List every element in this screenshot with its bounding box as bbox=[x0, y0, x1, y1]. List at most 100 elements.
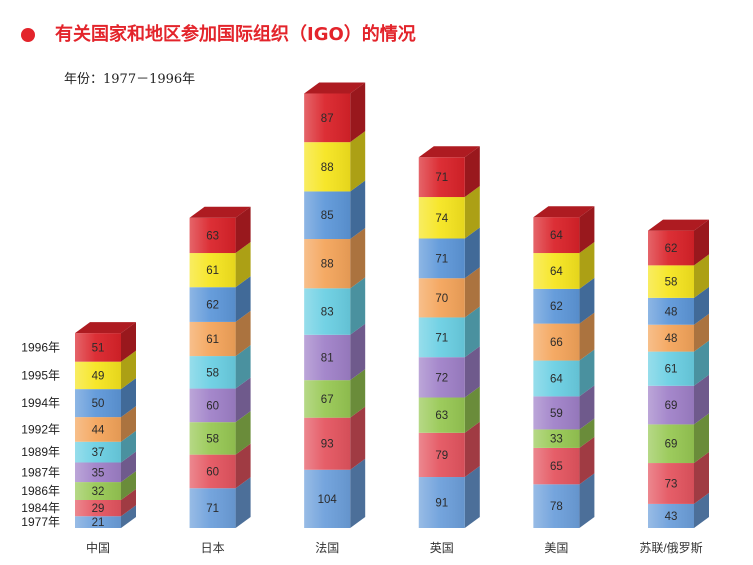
bar-segment-side bbox=[464, 227, 480, 279]
value-label: 87 bbox=[321, 113, 334, 125]
value-label: 58 bbox=[206, 367, 219, 379]
year-label: 1986年 bbox=[21, 484, 60, 498]
bar-segment-side bbox=[579, 242, 595, 289]
value-label: 58 bbox=[206, 433, 219, 445]
value-label: 91 bbox=[435, 498, 448, 510]
bar-segment-side bbox=[350, 228, 366, 289]
value-label: 83 bbox=[321, 307, 334, 319]
value-label: 93 bbox=[321, 439, 334, 451]
value-label: 72 bbox=[435, 372, 448, 384]
title-row: 有关国家和地区参加国际组织（IGO）的情况 bbox=[21, 23, 416, 47]
value-label: 63 bbox=[435, 410, 448, 422]
value-labels: 21 29 32 35 37 44 50 49 51 71 60 58 60 58 61 62 61 63 104 9… bbox=[92, 113, 678, 529]
value-label: 71 bbox=[435, 253, 448, 265]
category-label: 英国 bbox=[430, 541, 454, 555]
bar-segment-side bbox=[121, 489, 136, 517]
value-label: 66 bbox=[550, 337, 563, 349]
bar-stack bbox=[75, 322, 136, 528]
bar-segment-side bbox=[121, 378, 136, 418]
value-label: 88 bbox=[321, 162, 334, 174]
category-axis-labels: 中国 日本 法国 英国 美国 苏联/俄罗斯 bbox=[86, 540, 703, 555]
value-label: 51 bbox=[92, 342, 105, 354]
category-label: 苏联/俄罗斯 bbox=[639, 541, 702, 555]
year-label: 1987年 bbox=[21, 465, 60, 479]
chart-title: 有关国家和地区参加国际组织（IGO）的情况 bbox=[55, 24, 416, 45]
bar-segment-side bbox=[350, 369, 366, 418]
bar-segment-side bbox=[235, 411, 251, 455]
year-label: 1996年 bbox=[21, 340, 60, 354]
value-label: 48 bbox=[665, 306, 678, 318]
bar-stacks bbox=[75, 82, 709, 528]
bar-segment-side bbox=[235, 377, 251, 423]
bar-gloss bbox=[533, 217, 580, 528]
value-label: 65 bbox=[550, 461, 563, 473]
value-label: 61 bbox=[665, 364, 678, 376]
value-label: 58 bbox=[665, 277, 678, 289]
bullet-dot-icon bbox=[21, 28, 35, 42]
value-label: 37 bbox=[92, 447, 105, 459]
bar-segment-side bbox=[694, 219, 709, 266]
bar-segment-side bbox=[694, 340, 709, 386]
year-label: 1994年 bbox=[21, 396, 60, 410]
value-label: 70 bbox=[435, 293, 448, 305]
value-label: 63 bbox=[206, 230, 219, 242]
year-label: 1992年 bbox=[21, 422, 60, 436]
bar-segment-side bbox=[694, 286, 709, 325]
value-label: 33 bbox=[550, 434, 563, 446]
category-label: 日本 bbox=[201, 541, 225, 555]
value-label: 32 bbox=[92, 486, 105, 498]
value-label: 59 bbox=[550, 408, 563, 420]
bar-segment-side bbox=[464, 306, 480, 358]
bar-segment-side bbox=[579, 473, 595, 528]
bar-segment-side bbox=[350, 82, 366, 143]
value-label: 44 bbox=[92, 424, 105, 436]
bar-segment-side bbox=[235, 206, 251, 254]
value-label: 61 bbox=[206, 334, 219, 346]
value-label: 73 bbox=[665, 478, 678, 490]
value-label: 104 bbox=[318, 494, 338, 506]
value-label: 21 bbox=[92, 517, 105, 529]
value-label: 64 bbox=[550, 373, 563, 385]
bar-segment-side bbox=[121, 350, 136, 390]
value-label: 60 bbox=[206, 400, 219, 412]
bar-segment-side bbox=[121, 451, 136, 483]
bar-segment-side bbox=[694, 374, 709, 425]
value-label: 62 bbox=[206, 300, 219, 312]
bar-top-face bbox=[304, 82, 366, 94]
value-label: 64 bbox=[550, 230, 563, 242]
bar-segment-side bbox=[350, 323, 366, 381]
value-label: 79 bbox=[435, 450, 448, 462]
value-label: 81 bbox=[321, 352, 334, 364]
bar-segment-side bbox=[579, 206, 595, 254]
bar-segment-side bbox=[235, 477, 251, 528]
bar-segment-side bbox=[464, 267, 480, 318]
bar-segment-side bbox=[350, 180, 366, 240]
bar-segment-side bbox=[579, 418, 595, 448]
bar-segment-side bbox=[121, 406, 136, 442]
year-label: 1995年 bbox=[21, 368, 60, 382]
bar-segment-side bbox=[235, 345, 251, 389]
category-label: 中国 bbox=[86, 540, 110, 555]
bar-stack bbox=[648, 219, 709, 528]
bar-segment-side bbox=[694, 413, 709, 464]
value-label: 67 bbox=[321, 394, 334, 406]
value-label: 48 bbox=[665, 333, 678, 345]
bar-gloss bbox=[75, 333, 121, 528]
bar-stack bbox=[418, 146, 480, 528]
bar-segment-side bbox=[579, 277, 595, 324]
value-label: 50 bbox=[92, 398, 105, 410]
bar-segment-side bbox=[121, 430, 136, 463]
value-label: 49 bbox=[92, 370, 105, 382]
bar-segment-side bbox=[121, 505, 136, 528]
value-label: 85 bbox=[321, 210, 334, 222]
bar-segment-side bbox=[464, 466, 480, 528]
bar-segment-side bbox=[579, 349, 595, 397]
bar-segment-side bbox=[464, 146, 480, 198]
year-label: 1989年 bbox=[21, 445, 60, 459]
bar-segment-side bbox=[350, 277, 366, 335]
bar-segment-side bbox=[121, 471, 136, 500]
bar-top-face bbox=[75, 322, 136, 334]
